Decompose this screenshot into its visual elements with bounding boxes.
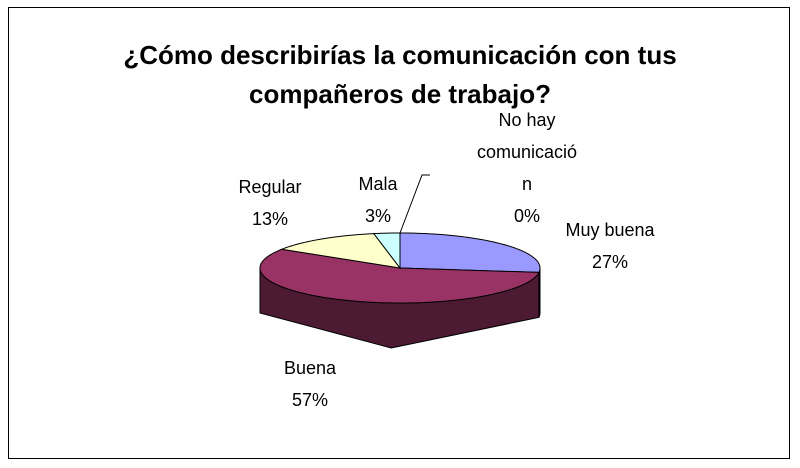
- category-label: Muy buena: [565, 220, 655, 240]
- chart-frame: [8, 7, 790, 459]
- category-label: Mala: [358, 174, 398, 194]
- pie-slice: [399, 232, 541, 273]
- value-label: 0%: [513, 206, 541, 226]
- value-label: 3%: [364, 206, 392, 226]
- value-label: 27%: [591, 252, 629, 272]
- chart-title: ¿Cómo describirías la comunicación con t…: [123, 40, 677, 109]
- pie-slice: [279, 233, 402, 269]
- value-label: 57%: [291, 390, 329, 410]
- pie-slice: [372, 232, 401, 270]
- category-label: Regular: [238, 177, 302, 197]
- pie-slice: [259, 248, 540, 304]
- category-label: No hay comunicación: [476, 110, 578, 194]
- category-label: Buena: [283, 358, 337, 378]
- value-label: 13%: [251, 209, 289, 229]
- leader-line: [399, 174, 430, 234]
